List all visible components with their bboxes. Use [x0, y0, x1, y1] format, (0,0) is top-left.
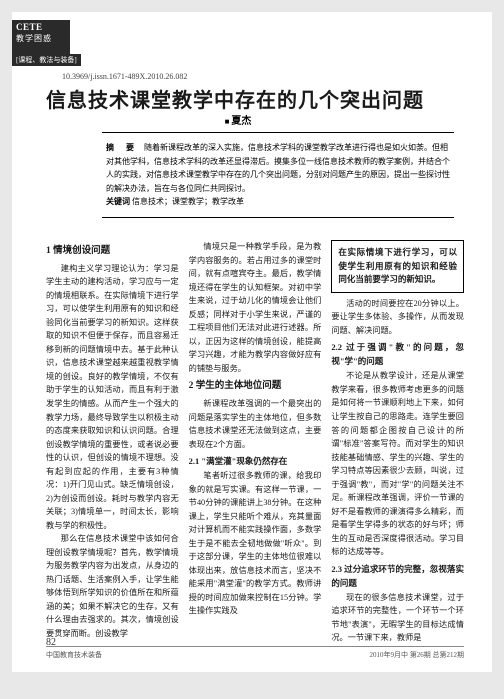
- keywords-line: 关键词 信息技术；课堂教学；教学改革: [106, 195, 450, 209]
- article-title: 信息技术课堂教学中存在的几个突出问题: [46, 84, 464, 113]
- paragraph: 活动的时间要控在20分钟以上。要让学生多体验、多操作，从而发现问题、解决问题。: [331, 297, 464, 338]
- badge-subtitle: [课程、教法与装备]: [12, 54, 81, 66]
- paragraph: 现在的很多信息技术课堂，过于追求环节的完整性，一个环节一个环节地"表演"，无暇学…: [331, 591, 464, 645]
- section-badge: CETE 教学困惑: [12, 20, 70, 54]
- abstract-box: 摘 要 随着新课程改革的深入实施，信息技术学科的课堂教学改革进行得也是如火如荼。…: [102, 132, 454, 218]
- abstract-body: 摘 要 随着新课程改革的深入实施，信息技术学科的课堂教学改革进行得也是如火如荼。…: [106, 141, 450, 195]
- footer-right: 2010年9月中 第26期 总第212期: [370, 650, 465, 660]
- section-1-heading: 1 情境创设问题: [46, 244, 179, 260]
- paragraph: 建构主义学习理论认为：学习是学生主动的建构活动，学习应与一定的情境相联系。在实际…: [46, 262, 179, 533]
- section-2-2-heading: 2.2 过于强调"教"的问题，忽视"学"的问题: [331, 340, 464, 368]
- doi-text: 10.3969/j.issn.1671-489X.2010.26.082: [62, 72, 187, 81]
- keywords-text: 信息技术；课堂教学；教学改革: [132, 197, 244, 206]
- keywords-label: 关键词: [106, 197, 130, 206]
- footer-left: 中国教育技术装备: [46, 650, 102, 660]
- page-footer: 中国教育技术装备 2010年9月中 第26期 总第212期: [46, 646, 464, 660]
- badge-chinese: 教学困惑: [16, 33, 66, 44]
- section-2-3-heading: 2.3 过分追求环节的完整，忽视落实的问题: [331, 562, 464, 590]
- paragraph: 新课程改革强调的一个最突出的问题是落实学生的主体地位，但多数信息技术课堂还无法做…: [189, 397, 322, 451]
- pull-quote-box: 在实际情境下进行学习，可以使学生利用原有的知识和经验同化当前要学习的新知识。: [331, 240, 464, 293]
- abstract-text: 随着新课程改革的深入实施，信息技术学科的课堂教学改革进行得也是如火如荼。但相对其…: [106, 143, 450, 193]
- abstract-label: 摘 要: [106, 143, 136, 152]
- paragraph: 不论是从教学设计，还是从课堂教学来看，很多教师考虑更多的问题是如何将一节课顺利地…: [331, 369, 464, 558]
- paragraph: 情境只是一种教学手段，是为教学内容服务的。若占用过多的课堂时间，就有点喧宾夺主。…: [189, 240, 322, 375]
- paragraph: 笔者听过很多教师的课，给我印象的就是写实课。有这样一节课，一节40分钟的课能讲上…: [189, 469, 322, 618]
- paragraph: 那么在信息技术课堂中该如何合理创设教学情境呢？首先，教学情境为服务教学内容为出发…: [46, 532, 179, 640]
- journal-page: CETE 教学困惑 [课程、教法与装备] 10.3969/j.issn.1671…: [12, 12, 492, 672]
- badge-english: CETE: [16, 22, 66, 32]
- section-2-1-heading: 2.1 "满堂灌"现象仍然存在: [189, 454, 322, 468]
- article-author: 夏杰: [12, 112, 464, 127]
- body-columns: 1 情境创设问题 建构主义学习理论认为：学习是学生主动的建构活动，学习应与一定的…: [46, 240, 464, 632]
- section-2-heading: 2 学生的主体地位问题: [189, 379, 322, 395]
